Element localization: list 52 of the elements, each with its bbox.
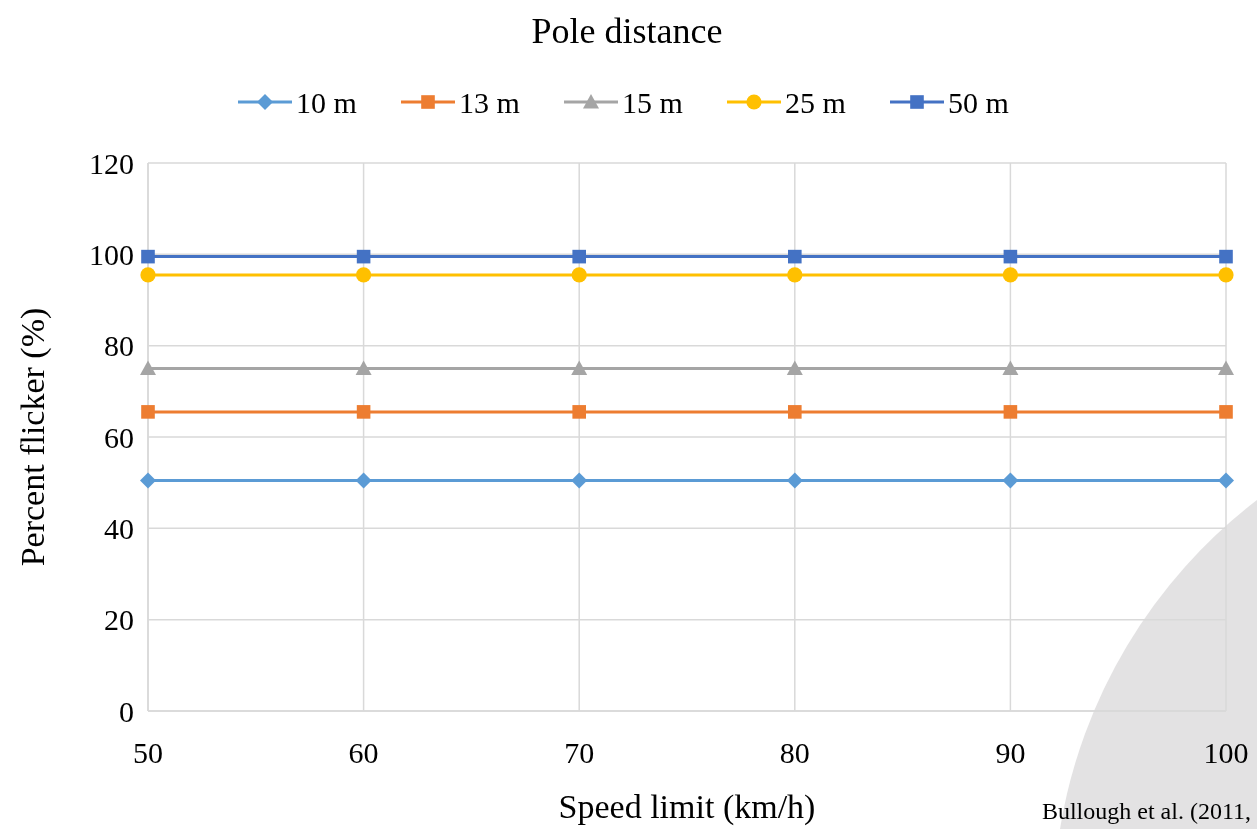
point: [571, 360, 588, 375]
legend-label: 15 m: [622, 85, 683, 119]
point: [355, 360, 372, 375]
point: [1218, 472, 1234, 489]
y-tick-label: 20: [104, 603, 134, 637]
point: [571, 267, 587, 283]
point: [786, 360, 803, 375]
point: [141, 405, 155, 419]
y-tick-label: 0: [119, 694, 134, 728]
y-tick-label: 80: [104, 329, 134, 363]
text: Bullough et al. (2011,: [1041, 798, 1251, 824]
x-tick-label: 90: [995, 736, 1026, 769]
point: [1003, 249, 1018, 264]
point: [1003, 405, 1018, 419]
y-tick-label: 120: [89, 146, 134, 180]
point: [1002, 472, 1019, 489]
point: [572, 405, 586, 419]
x-tick-label: 70: [564, 736, 595, 769]
point: [786, 472, 803, 489]
legend-label: 50 m: [948, 85, 1009, 119]
point: [788, 249, 802, 264]
point: [1002, 360, 1019, 375]
legend-label: 25 m: [785, 85, 846, 119]
point: [572, 249, 586, 264]
y-tick-label: 40: [104, 511, 134, 545]
point: [1002, 267, 1018, 283]
point: [356, 405, 371, 419]
y-tick-label: 100: [89, 237, 134, 271]
y-axis-title: Percent flicker (%): [14, 307, 52, 567]
point: [1219, 405, 1233, 419]
point: [140, 267, 156, 283]
legend-label: 10 m: [296, 85, 357, 119]
x-tick-label: 80: [779, 736, 810, 769]
x-tick-label: 50: [133, 736, 163, 769]
point: [787, 267, 803, 283]
point: [356, 249, 371, 264]
point: [141, 249, 155, 264]
chart-title: Pole distance: [531, 11, 723, 51]
x-tick-label: 100: [1203, 736, 1249, 769]
x-tick-label: 60: [348, 736, 379, 769]
point: [140, 360, 156, 375]
y-tick-label: 60: [104, 420, 134, 454]
point: [1219, 249, 1233, 264]
point: [1218, 267, 1234, 283]
point: [356, 267, 372, 283]
x-axis-title: Speed limit (km/h): [558, 788, 816, 826]
point: [571, 472, 588, 489]
point: [355, 472, 372, 489]
point: [788, 405, 802, 419]
point: [1218, 360, 1234, 375]
point: [140, 472, 156, 489]
legend-label: 13 m: [459, 85, 520, 119]
